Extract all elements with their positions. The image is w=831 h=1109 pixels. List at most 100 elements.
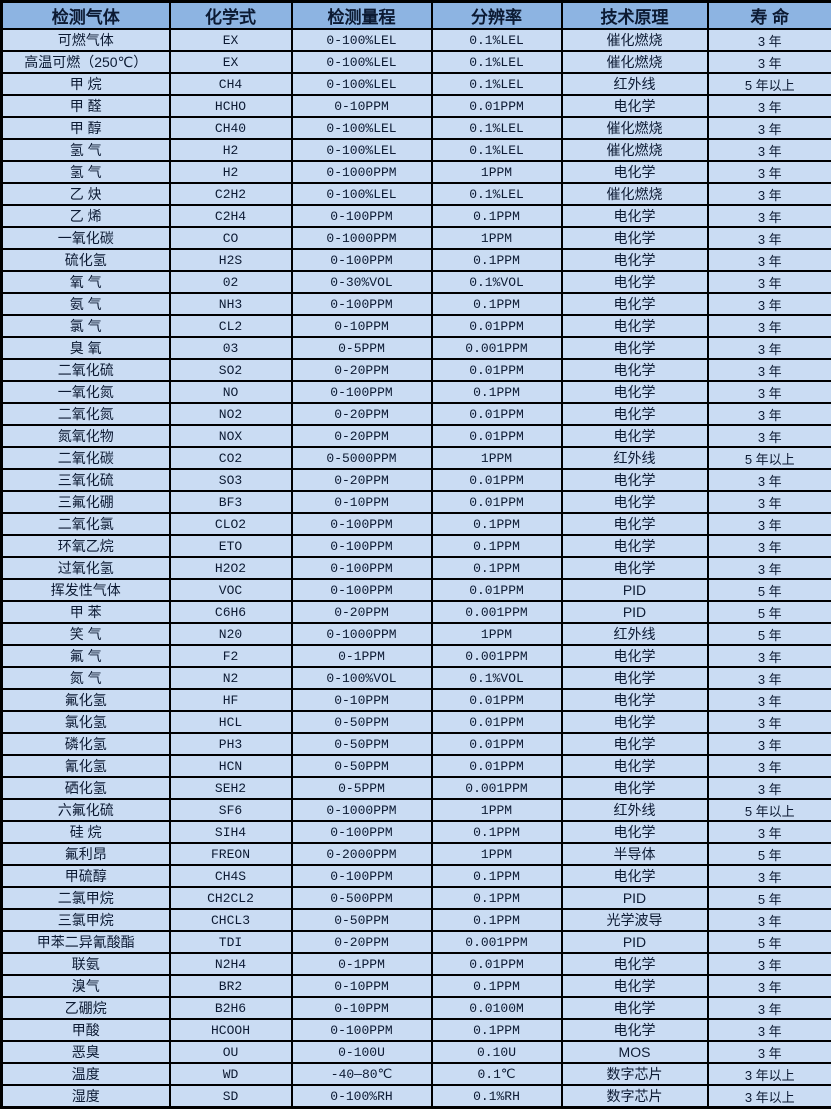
cell-lifespan: 3 年: [708, 227, 831, 249]
cell-lifespan: 3 年: [708, 95, 831, 117]
cell-resolution: 1PPM: [432, 447, 562, 469]
cell-principle: PID: [562, 931, 708, 953]
cell-gas: 溴气: [2, 975, 170, 997]
cell-formula: H2S: [170, 249, 292, 271]
cell-formula: NO2: [170, 403, 292, 425]
cell-lifespan: 3 年: [708, 51, 831, 73]
cell-principle: PID: [562, 601, 708, 623]
cell-gas: 六氟化硫: [2, 799, 170, 821]
cell-resolution: 0.01PPM: [432, 359, 562, 381]
cell-principle: 催化燃烧: [562, 29, 708, 51]
table-header: 检测气体化学式检测量程分辨率技术原理寿 命: [2, 2, 831, 30]
cell-range: 0-100PPM: [292, 557, 432, 579]
cell-principle: 电化学: [562, 755, 708, 777]
cell-lifespan: 3 年: [708, 381, 831, 403]
cell-range: -40—80℃: [292, 1063, 432, 1085]
cell-resolution: 0.1PPM: [432, 535, 562, 557]
cell-principle: 红外线: [562, 447, 708, 469]
cell-formula: EX: [170, 29, 292, 51]
cell-resolution: 0.01PPM: [432, 733, 562, 755]
cell-formula: NH3: [170, 293, 292, 315]
cell-resolution: 0.01PPM: [432, 579, 562, 601]
cell-range: 0-50PPM: [292, 733, 432, 755]
cell-lifespan: 5 年: [708, 931, 831, 953]
cell-formula: CO2: [170, 447, 292, 469]
cell-principle: PID: [562, 579, 708, 601]
cell-principle: 电化学: [562, 161, 708, 183]
cell-principle: 电化学: [562, 733, 708, 755]
cell-gas: 乙硼烷: [2, 997, 170, 1019]
cell-resolution: 0.001PPM: [432, 337, 562, 359]
cell-principle: 电化学: [562, 337, 708, 359]
cell-lifespan: 3 年: [708, 733, 831, 755]
cell-principle: 光学波导: [562, 909, 708, 931]
cell-gas: 二氧化硫: [2, 359, 170, 381]
cell-range: 0-100PPM: [292, 205, 432, 227]
cell-lifespan: 3 年: [708, 711, 831, 733]
cell-lifespan: 3 年: [708, 755, 831, 777]
cell-lifespan: 3 年以上: [708, 1063, 831, 1085]
cell-lifespan: 3 年: [708, 997, 831, 1019]
cell-resolution: 0.01PPM: [432, 491, 562, 513]
cell-resolution: 0.001PPM: [432, 777, 562, 799]
cell-gas: 甲 烷: [2, 73, 170, 95]
cell-lifespan: 5 年: [708, 843, 831, 865]
cell-gas: 乙 烯: [2, 205, 170, 227]
cell-formula: 03: [170, 337, 292, 359]
cell-gas: 三氟化硼: [2, 491, 170, 513]
cell-resolution: 0.1%LEL: [432, 139, 562, 161]
cell-formula: CH4S: [170, 865, 292, 887]
cell-lifespan: 3 年: [708, 293, 831, 315]
cell-formula: ETO: [170, 535, 292, 557]
cell-formula: CL2: [170, 315, 292, 337]
cell-range: 0-100%LEL: [292, 117, 432, 139]
cell-formula: CH40: [170, 117, 292, 139]
cell-principle: 电化学: [562, 315, 708, 337]
cell-resolution: 0.01PPM: [432, 689, 562, 711]
cell-formula: 02: [170, 271, 292, 293]
cell-resolution: 1PPM: [432, 843, 562, 865]
cell-lifespan: 5 年以上: [708, 447, 831, 469]
cell-gas: 一氧化碳: [2, 227, 170, 249]
cell-gas: 过氧化氢: [2, 557, 170, 579]
cell-range: 0-20PPM: [292, 469, 432, 491]
cell-formula: H2: [170, 161, 292, 183]
cell-gas: 三氧化硫: [2, 469, 170, 491]
cell-range: 0-1PPM: [292, 645, 432, 667]
cell-resolution: 0.1PPM: [432, 513, 562, 535]
cell-principle: 电化学: [562, 821, 708, 843]
cell-principle: 电化学: [562, 425, 708, 447]
cell-formula: BR2: [170, 975, 292, 997]
cell-formula: H2: [170, 139, 292, 161]
cell-range: 0-10PPM: [292, 491, 432, 513]
cell-range: 0-10PPM: [292, 689, 432, 711]
cell-gas: 湿度: [2, 1085, 170, 1108]
cell-gas: 甲硫醇: [2, 865, 170, 887]
cell-principle: 电化学: [562, 381, 708, 403]
cell-formula: TDI: [170, 931, 292, 953]
cell-range: 0-100PPM: [292, 249, 432, 271]
cell-resolution: 0.001PPM: [432, 931, 562, 953]
cell-gas: 二氧化碳: [2, 447, 170, 469]
cell-gas: 恶臭: [2, 1041, 170, 1063]
cell-principle: 电化学: [562, 667, 708, 689]
cell-formula: WD: [170, 1063, 292, 1085]
cell-principle: 电化学: [562, 865, 708, 887]
cell-lifespan: 3 年: [708, 667, 831, 689]
cell-formula: HCL: [170, 711, 292, 733]
cell-resolution: 0.1PPM: [432, 249, 562, 271]
